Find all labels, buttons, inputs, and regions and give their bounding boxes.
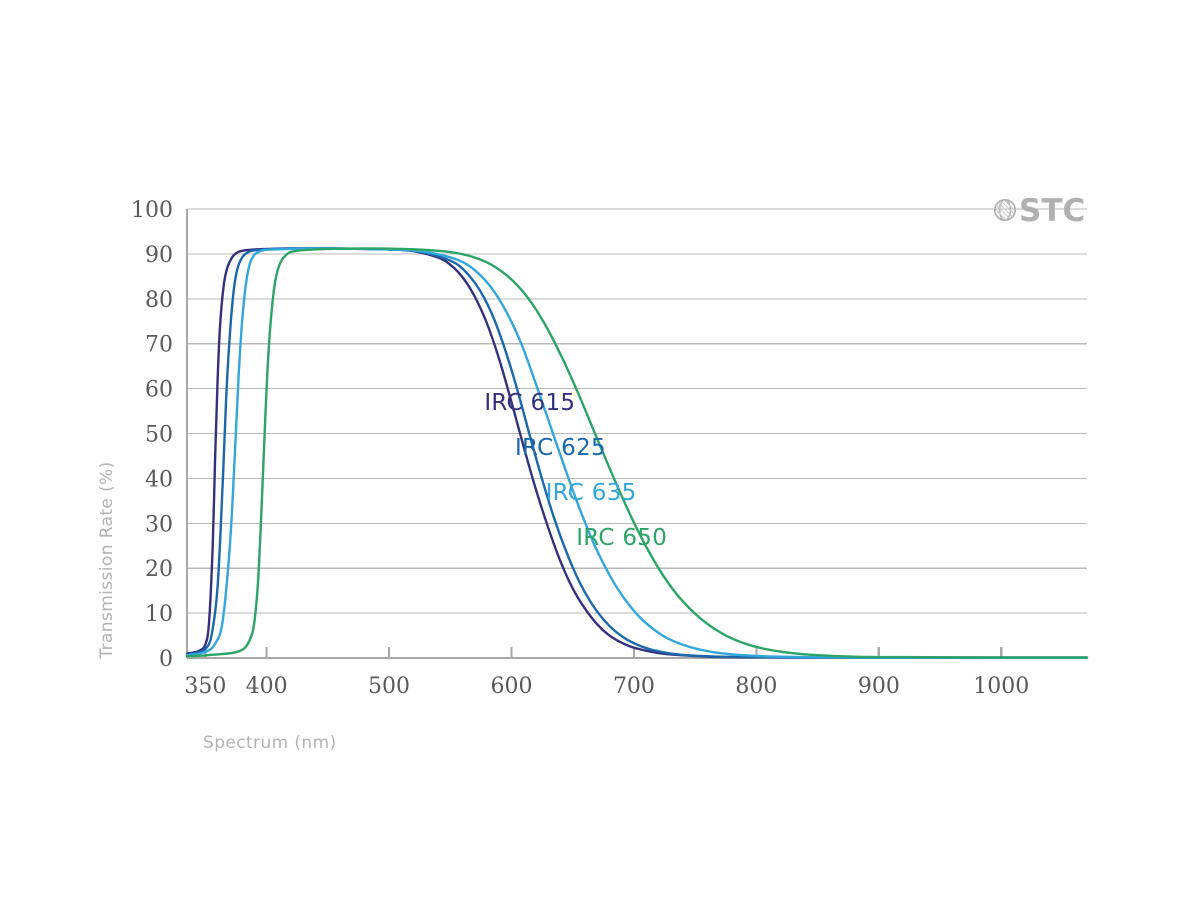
x-tick-label-1000: 1000	[973, 674, 1029, 699]
x-axis-title: Spectrum (nm)	[203, 733, 337, 753]
gridlines	[187, 208, 1087, 614]
series-label-irc-615: IRC 615	[484, 390, 575, 416]
y-tick-label-60: 60	[145, 378, 173, 403]
y-tick-label-70: 70	[145, 333, 173, 358]
circle-hatched-icon	[993, 198, 1017, 222]
y-tick-label-20: 20	[145, 557, 173, 582]
series-label-irc-625: IRC 625	[515, 435, 606, 461]
y-tick-label-0: 0	[159, 647, 173, 672]
y-tick-label-100: 100	[131, 198, 173, 223]
x-tick-label-800: 800	[735, 674, 777, 699]
curve-irc-615	[185, 247, 1089, 659]
y-tick-label-30: 30	[145, 512, 173, 537]
x-tick-label-900: 900	[858, 674, 900, 699]
y-tick-label-40: 40	[145, 467, 173, 492]
x-tick-labels: 350 400 500 600 700 800 900 1000	[184, 674, 1029, 699]
y-tick-label-90: 90	[145, 243, 173, 268]
curve-irc-650	[185, 247, 1089, 659]
curve-irc-635	[185, 247, 1089, 659]
series-label-irc-650: IRC 650	[576, 525, 667, 551]
x-tick-label-500: 500	[368, 674, 410, 699]
x-tick-label-400: 400	[246, 674, 288, 699]
x-tick-label-700: 700	[613, 674, 655, 699]
y-tick-label-10: 10	[145, 602, 173, 627]
y-tick-label-50: 50	[145, 423, 173, 448]
x-tick-label-350: 350	[184, 674, 226, 699]
y-axis-title: Transmission Rate (%)	[97, 461, 117, 659]
series-labels: IRC 615 IRC 625 IRC 635 IRC 650	[484, 390, 667, 551]
x-tick-label-600: 600	[490, 674, 532, 699]
series-curves	[185, 247, 1089, 659]
curve-irc-625	[185, 247, 1089, 659]
brand-logo: STC	[993, 193, 1085, 229]
series-label-irc-635: IRC 635	[546, 480, 637, 506]
brand-name: STC	[1019, 193, 1085, 229]
y-tick-labels: 0 10 20 30 40 50 60 70 80 90 100	[131, 198, 173, 672]
y-tick-label-80: 80	[145, 288, 173, 313]
